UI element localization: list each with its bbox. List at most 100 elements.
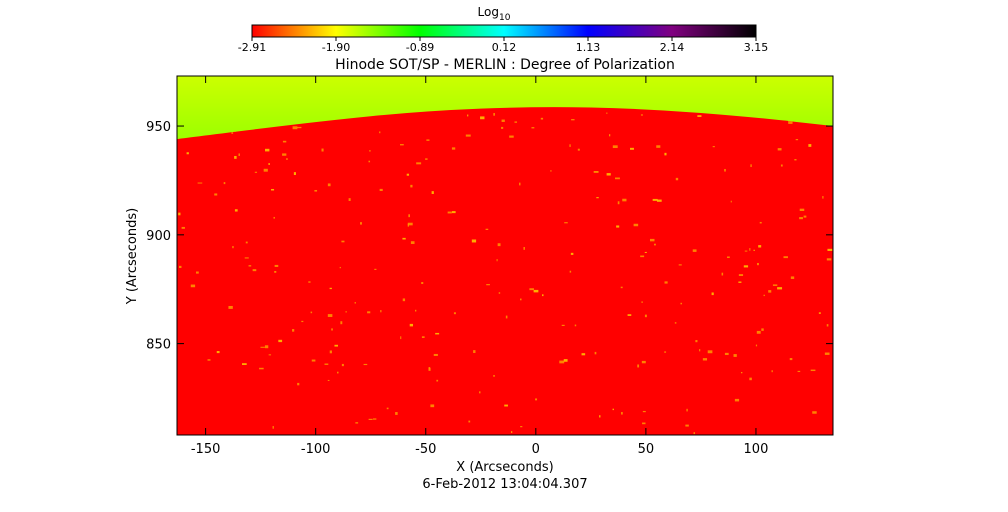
speckle <box>744 250 748 252</box>
speckle <box>282 140 287 143</box>
speckle <box>641 301 643 303</box>
speckle <box>750 164 752 168</box>
speckle <box>447 211 452 214</box>
speckle <box>421 282 424 284</box>
speckle <box>678 264 682 266</box>
timestamp: 6-Feb-2012 13:04:04.307 <box>422 477 587 492</box>
speckle <box>609 134 611 137</box>
colorbar-label: Log10 <box>478 5 511 23</box>
speckle <box>803 215 807 218</box>
speckle <box>788 120 793 124</box>
speckle <box>531 127 535 129</box>
speckle <box>756 262 759 266</box>
speckle <box>594 351 597 355</box>
speckle <box>379 188 383 192</box>
speckle <box>633 223 639 227</box>
speckle <box>292 329 295 332</box>
speckle <box>355 422 359 424</box>
speckle <box>569 270 572 273</box>
speckle <box>749 377 752 381</box>
speckle <box>409 323 414 327</box>
speckle <box>216 351 220 354</box>
speckle <box>733 354 737 357</box>
speckle <box>574 324 577 327</box>
speckle <box>812 411 817 414</box>
speckle <box>712 146 715 148</box>
speckle <box>467 114 469 117</box>
speckle <box>797 370 801 373</box>
speckle <box>789 358 793 361</box>
speckle <box>606 173 611 176</box>
speckle <box>724 168 726 172</box>
speckle <box>296 126 302 129</box>
speckle <box>761 328 764 331</box>
speckle <box>824 352 830 355</box>
speckle <box>593 171 599 173</box>
speckle <box>372 418 377 420</box>
x-axis-ticks: -150 -100 -50 0 50 100 <box>191 76 768 457</box>
speckle <box>777 287 783 290</box>
speckle <box>311 359 316 362</box>
speckle <box>245 241 248 244</box>
y-tick-label: 900 <box>146 229 171 244</box>
speckle <box>465 134 471 137</box>
speckle <box>535 398 538 401</box>
speckle <box>178 265 182 269</box>
speckle <box>259 367 264 370</box>
x-tick-label: -50 <box>415 442 436 457</box>
y-tick-label: 950 <box>146 120 171 135</box>
speckle <box>741 372 743 374</box>
y-axis-label: Y (Arcseconds) <box>125 208 140 305</box>
speckle <box>501 126 504 129</box>
speckle <box>368 160 371 163</box>
speckle <box>252 269 257 272</box>
speckle <box>190 284 196 288</box>
speckle <box>641 360 646 364</box>
speckle <box>264 345 269 349</box>
speckle <box>630 147 634 150</box>
speckle <box>504 404 508 407</box>
speckle <box>380 310 382 313</box>
speckle <box>274 264 279 267</box>
speckle <box>197 182 203 184</box>
speckle <box>369 150 371 152</box>
speckle <box>480 116 485 120</box>
speckle <box>410 241 415 244</box>
speckle <box>612 408 614 411</box>
colorbar-tick-label: 3.15 <box>744 41 769 54</box>
chart-title: Hinode SOT/SP - MERLIN : Degree of Polar… <box>335 57 675 73</box>
speckle <box>686 408 688 412</box>
speckle <box>400 336 402 340</box>
speckle <box>664 351 667 353</box>
colorbar: Log10 -2.91 -1.90 -0.89 0.12 1.13 2.14 3.15 <box>238 5 768 54</box>
speckle <box>581 353 586 356</box>
speckle <box>402 237 406 240</box>
speckle <box>485 228 489 230</box>
speckle <box>501 119 505 122</box>
speckle <box>509 135 514 138</box>
speckle <box>416 162 422 165</box>
speckle <box>410 184 413 188</box>
speckle <box>777 148 782 151</box>
colorbar-tick-label: 2.14 <box>660 41 685 54</box>
speckle <box>329 350 332 354</box>
speckle <box>244 257 249 259</box>
speckle <box>664 152 667 156</box>
speckle <box>721 272 724 276</box>
speckle <box>620 286 623 289</box>
speckle <box>697 115 702 117</box>
speckle <box>354 302 356 304</box>
speckle <box>818 312 821 314</box>
speckle <box>540 117 544 120</box>
speckle <box>563 359 568 362</box>
speckle <box>452 211 456 214</box>
speckle <box>780 164 783 167</box>
speckle <box>808 144 812 147</box>
speckle <box>514 121 518 123</box>
speckle <box>533 289 539 293</box>
speckle <box>826 324 829 327</box>
speckle <box>569 144 571 147</box>
speckle <box>223 182 226 185</box>
speckle <box>272 426 274 429</box>
speckle <box>414 309 417 312</box>
